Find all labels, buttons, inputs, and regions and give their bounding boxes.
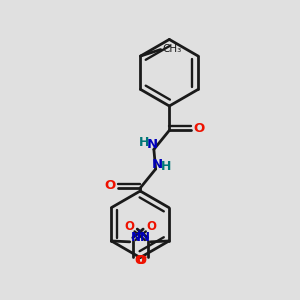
Text: N: N [152,158,163,171]
Text: N: N [131,232,141,244]
Text: H: H [161,160,172,173]
Text: H: H [139,136,149,149]
Text: O: O [105,179,116,193]
Text: O: O [136,254,146,267]
Text: N: N [147,138,158,152]
Text: CH₃: CH₃ [162,44,181,54]
Text: N: N [140,232,149,244]
Text: O: O [134,254,144,267]
Text: +: + [135,229,142,238]
Text: -: - [141,251,146,264]
Text: O: O [124,220,134,233]
Text: O: O [146,220,156,233]
Text: O: O [194,122,205,135]
Text: -: - [136,251,141,264]
Text: +: + [136,229,143,238]
